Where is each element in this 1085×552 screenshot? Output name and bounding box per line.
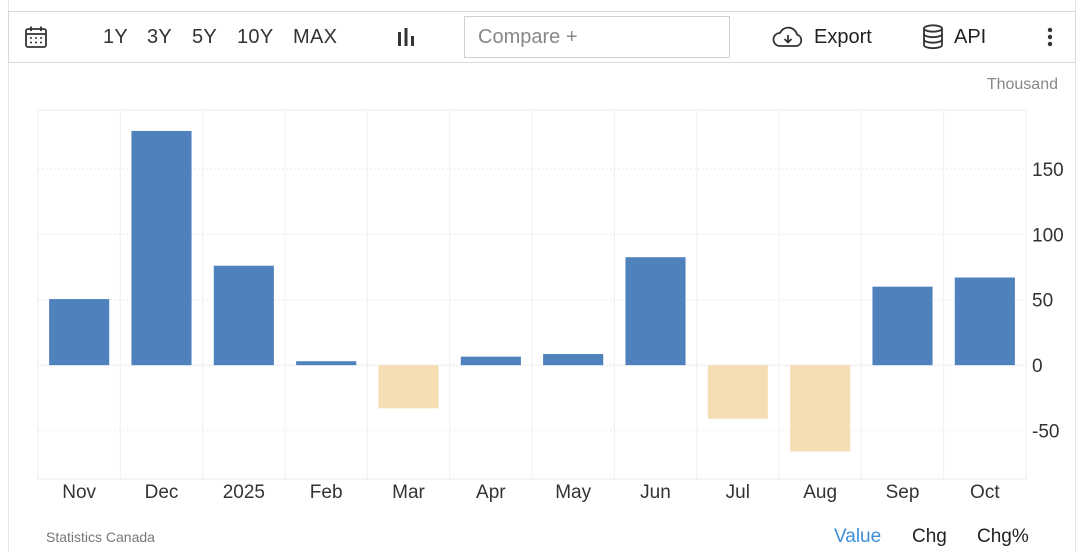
bar <box>49 299 110 366</box>
x-tick-label: 2025 <box>223 482 265 503</box>
x-tick-label: Feb <box>310 482 343 503</box>
bar <box>543 354 604 366</box>
range-10y-button[interactable]: 10Y <box>237 25 274 48</box>
bar <box>707 365 768 419</box>
y-tick-label: 0 <box>1032 356 1043 377</box>
bar <box>296 361 357 366</box>
more-vertical-icon[interactable] <box>1043 12 1057 62</box>
mode-chg-tab[interactable]: Chg <box>912 526 947 547</box>
chart-frame <box>8 0 1076 552</box>
x-tick-label: Jul <box>726 482 750 503</box>
export-label: Export <box>814 25 872 48</box>
y-tick-label: 150 <box>1032 160 1064 181</box>
cloud-download-icon <box>772 26 804 48</box>
range-3y-button[interactable]: 3Y <box>147 25 173 48</box>
api-button[interactable]: API <box>922 12 986 62</box>
source-label[interactable]: Statistics Canada <box>46 529 155 545</box>
x-tick-label: Aug <box>803 482 837 503</box>
bar <box>378 365 439 409</box>
range-1y-button[interactable]: 1Y <box>103 25 129 48</box>
compare-input[interactable]: Compare + <box>464 16 730 58</box>
range-5y-button[interactable]: 5Y <box>192 25 218 48</box>
y-tick-label: -50 <box>1032 422 1059 443</box>
x-tick-label: Nov <box>62 482 96 503</box>
bar <box>954 277 1015 366</box>
x-tick-label: Sep <box>886 482 920 503</box>
range-max-button[interactable]: MAX <box>293 25 338 48</box>
bar <box>872 286 933 366</box>
export-button[interactable]: Export <box>772 12 872 62</box>
bar <box>131 130 192 366</box>
x-tick-label: Dec <box>145 482 179 503</box>
x-tick-label: May <box>555 482 591 503</box>
x-tick-label: Jun <box>640 482 671 503</box>
unit-label: Thousand <box>986 76 1058 93</box>
y-tick-label: 50 <box>1032 291 1053 312</box>
x-tick-label: Apr <box>476 482 506 503</box>
x-tick-label: Mar <box>392 482 425 503</box>
toolbar: 1Y 3Y 5Y 10Y MAX Compare + Export <box>8 11 1076 63</box>
bar <box>625 257 686 366</box>
database-icon <box>922 24 944 50</box>
bar <box>790 365 851 452</box>
y-tick-label: 100 <box>1032 225 1064 246</box>
bar <box>213 265 274 366</box>
mode-chg-percent-tab[interactable]: Chg% <box>977 526 1029 547</box>
api-label: API <box>954 25 987 48</box>
calendar-icon[interactable] <box>23 12 49 62</box>
bar-chart-icon[interactable] <box>395 12 417 62</box>
mode-value-tab[interactable]: Value <box>834 526 882 547</box>
bar <box>460 356 521 366</box>
x-tick-label: Oct <box>970 482 1000 503</box>
